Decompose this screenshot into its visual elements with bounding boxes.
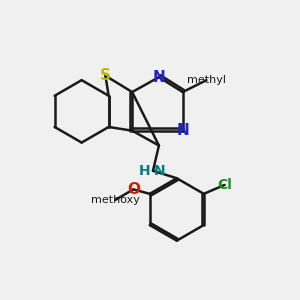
Text: S: S	[100, 68, 111, 83]
Text: methoxy: methoxy	[91, 195, 140, 205]
Text: N: N	[154, 164, 165, 178]
Text: H: H	[139, 164, 151, 178]
Text: N: N	[152, 70, 165, 85]
Text: N: N	[176, 123, 189, 138]
Text: Cl: Cl	[217, 178, 232, 192]
Text: methyl: methyl	[187, 75, 226, 85]
Text: O: O	[127, 182, 140, 197]
